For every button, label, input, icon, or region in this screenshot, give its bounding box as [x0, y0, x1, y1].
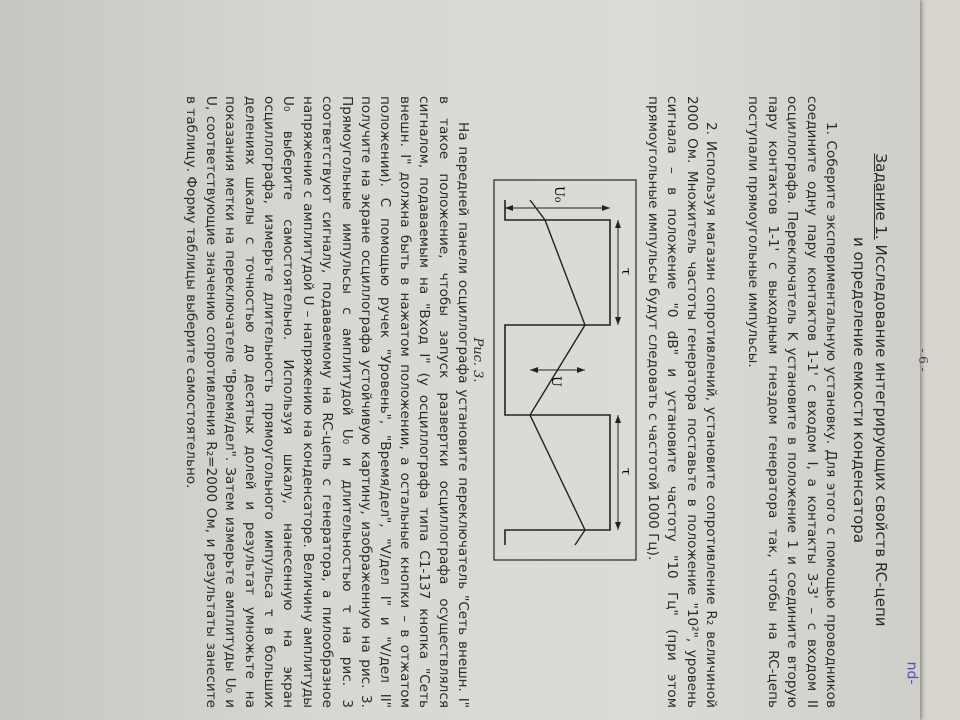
sawtooth-wave	[529, 199, 586, 546]
tau2-label: τ	[618, 468, 633, 475]
paragraph-3: На передней панели осциллографа установи…	[181, 96, 472, 708]
document-page: - 6 - Задание 1. Исследование интегрирую…	[20, 0, 940, 720]
paragraph-1: 1. Соберите экспериментальную установку.…	[743, 96, 840, 708]
figure-caption: Рис. 3.	[470, 337, 485, 383]
paragraph-3-text: На передней панели осциллографа установи…	[183, 96, 471, 708]
u0-label: U₀	[551, 186, 566, 202]
square-pulse-wave	[504, 200, 611, 545]
handwritten-scribble: nd-	[903, 661, 920, 685]
task-heading: Задание 1. Исследование интегрирующих св…	[848, 70, 892, 710]
paragraph-2: 2. Используя магазин сопротивлений, уста…	[642, 96, 720, 708]
task-title-line1: Исследование интегрирующих свойств RC-це…	[872, 244, 890, 627]
tau1-label: τ	[618, 268, 633, 275]
page-number: - 6 -	[916, 348, 930, 372]
paragraph-1-text: 1. Соберите экспериментальную установку.…	[745, 96, 839, 708]
paragraph-2-text: 2. Используя магазин сопротивлений, уста…	[644, 96, 719, 708]
paper-sheet: - 6 - Задание 1. Исследование интегрирую…	[0, 0, 930, 720]
oscillogram-figure: U₀ τ τ U	[493, 179, 637, 561]
u-label: U	[548, 376, 563, 387]
task-title-line2: и определение емкости конденсатора	[850, 236, 868, 544]
task-label: Задание 1.	[872, 153, 890, 240]
figure-frame	[493, 179, 637, 561]
